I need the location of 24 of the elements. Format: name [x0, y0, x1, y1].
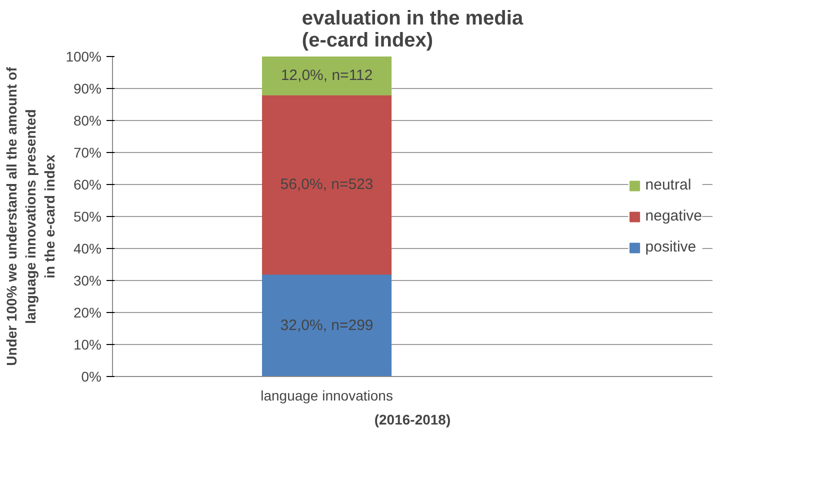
bar [262, 56, 392, 96]
data-label: 56,0%, n=523 [280, 176, 374, 193]
chart-title: evaluation in the media (e-card index) [302, 8, 524, 52]
x-axis-title: (2016-2018) [374, 412, 451, 428]
data-label: 12,0%, n=112 [280, 67, 373, 84]
y-tick-label: 60% [73, 176, 102, 192]
data-label: 32,0%, n=299 [280, 316, 374, 334]
y-tick-label: 80% [73, 112, 102, 128]
legend-label: neutral [645, 176, 692, 194]
legend-label: negative [645, 208, 702, 224]
legend-label: positive [645, 238, 696, 256]
y-tick-label: 40% [73, 240, 102, 256]
x-tick-label: language innovations [260, 388, 393, 404]
y-tick-label: 30% [73, 272, 102, 288]
bar [262, 274, 392, 376]
bar [262, 94, 392, 275]
y-tick-label: 0% [81, 368, 102, 384]
y-tick-label: 10% [73, 336, 102, 352]
y-tick-label: 100% [66, 48, 102, 64]
y-tick-label: 70% [73, 144, 102, 160]
y-tick-label: 50% [73, 208, 102, 224]
y-tick-label: 90% [73, 80, 102, 96]
y-tick-label: 20% [73, 304, 102, 320]
y-axis-title: Under 100% we understand all the amount of language innovations presented in the e-card index [3, 66, 58, 366]
